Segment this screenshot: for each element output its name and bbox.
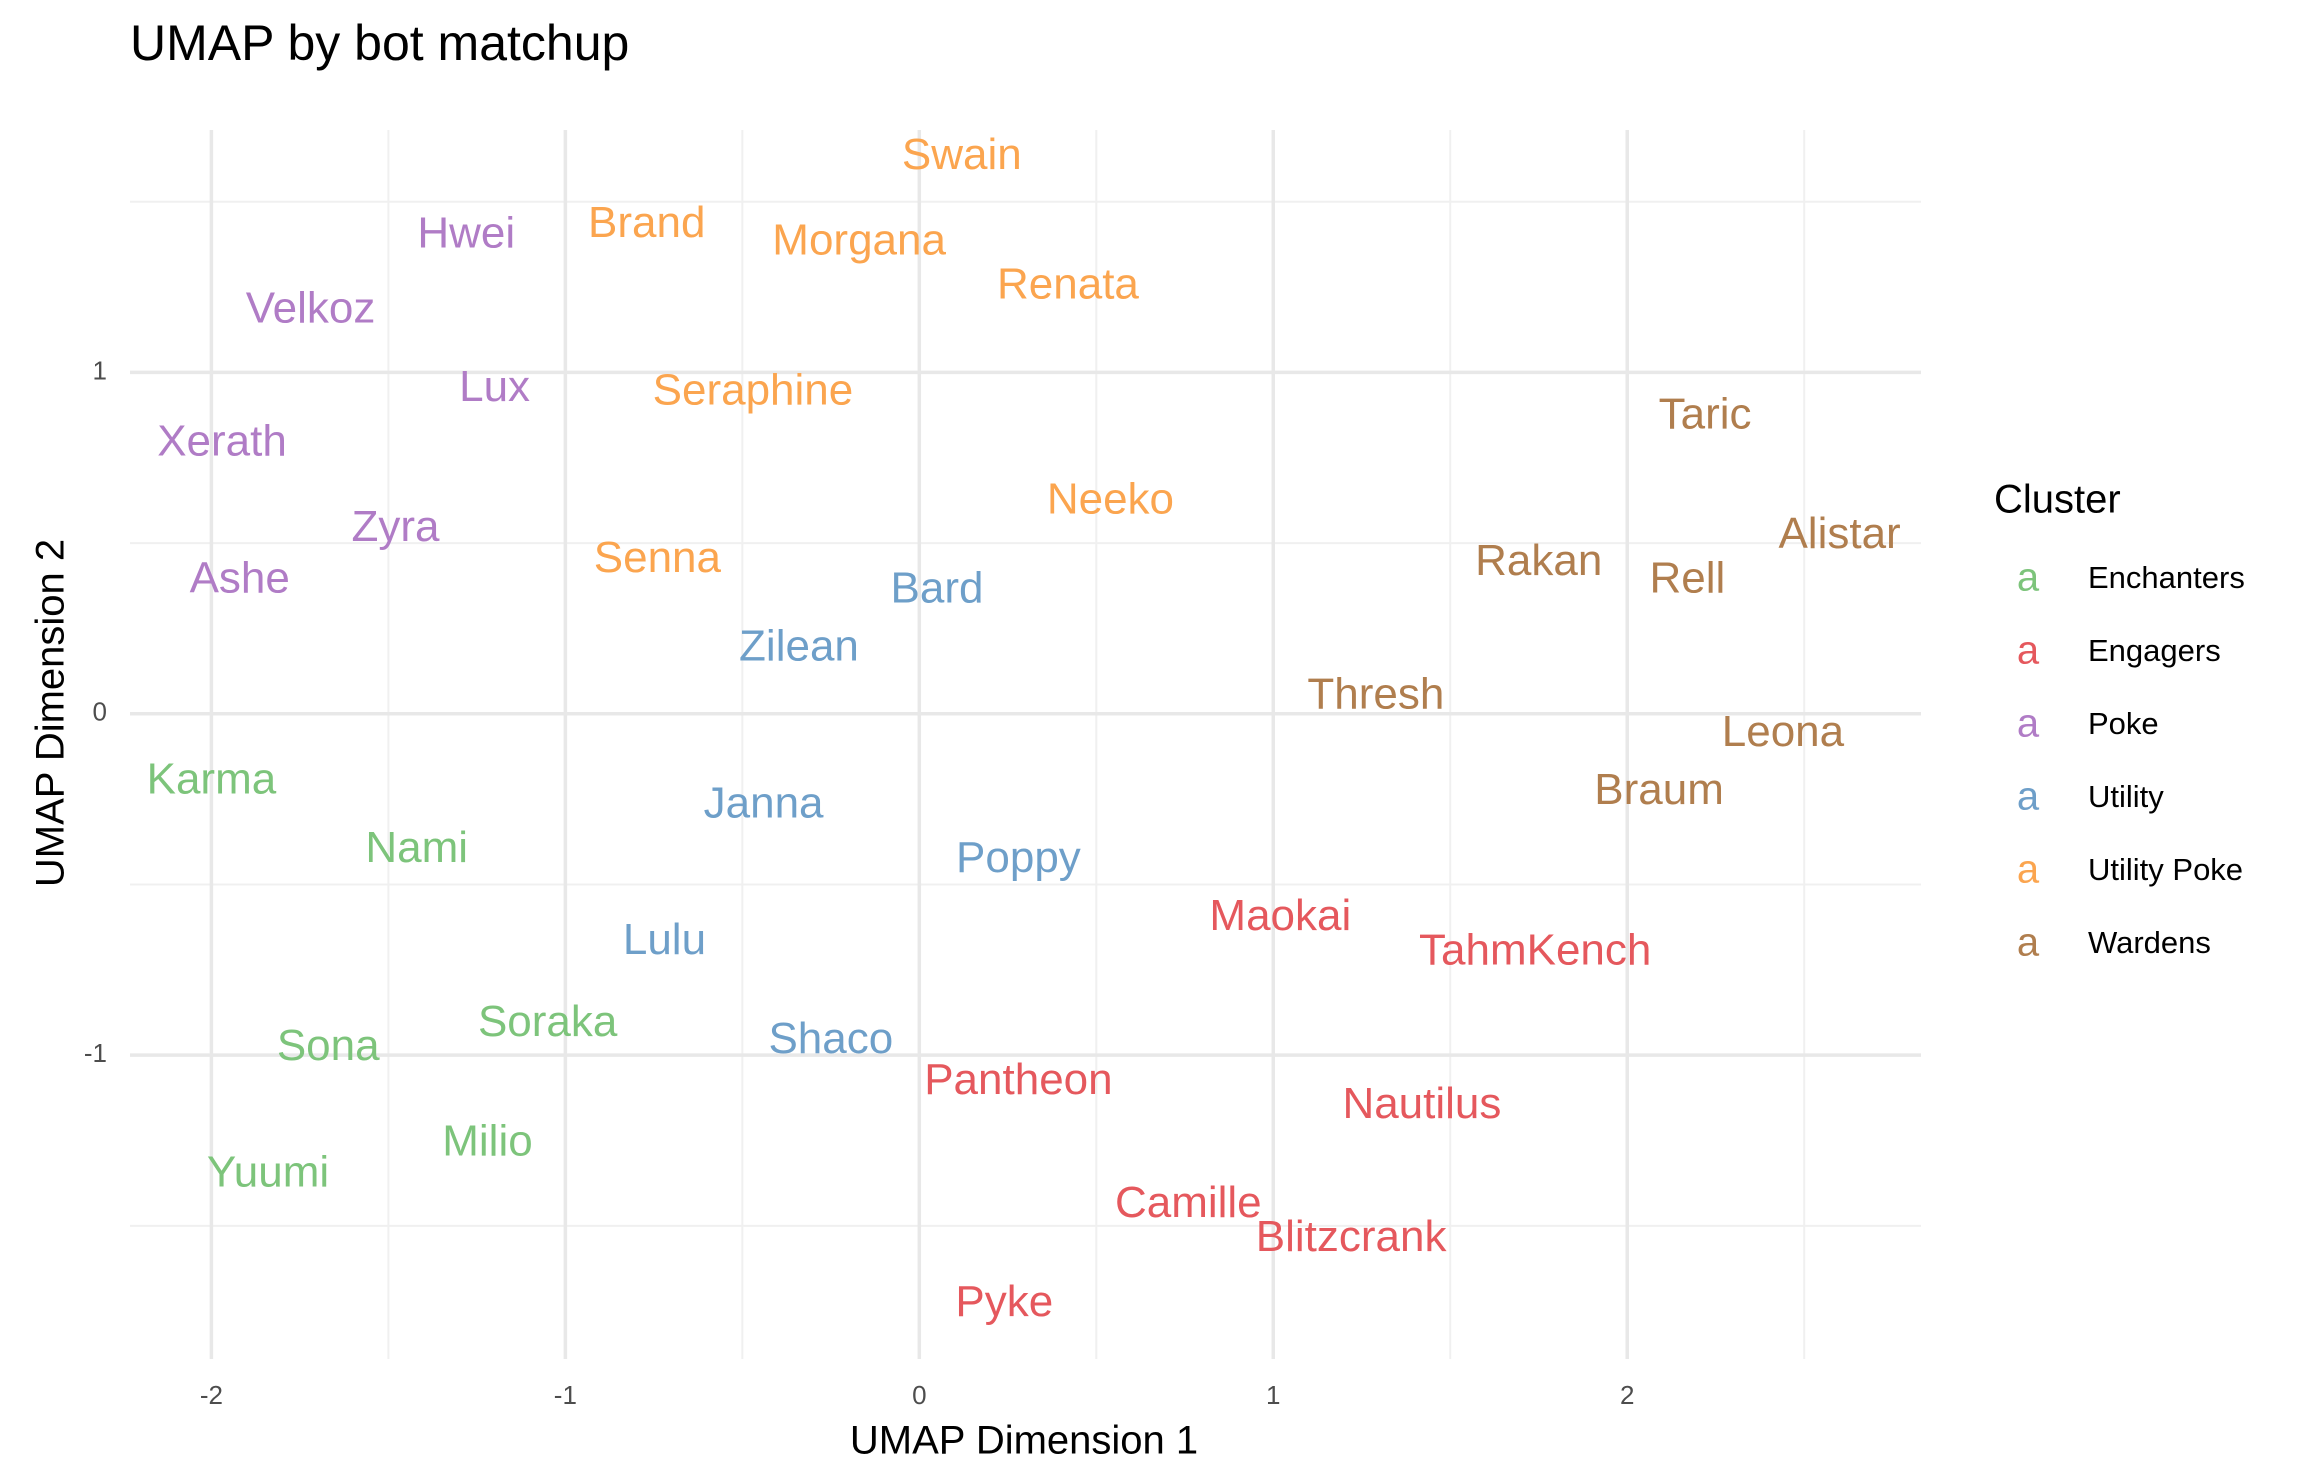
legend-key: a: [2017, 556, 2040, 600]
point-label: Brand: [588, 198, 705, 247]
x-tick-label: 0: [912, 1380, 926, 1410]
x-tick-label: -1: [554, 1380, 577, 1410]
point-label: Lux: [459, 362, 530, 411]
point-label: Pyke: [955, 1277, 1053, 1326]
point-label: Bard: [891, 564, 984, 613]
point-label: Braum: [1594, 765, 1724, 814]
point-label: Sona: [277, 1021, 380, 1070]
point-label: Senna: [594, 533, 722, 582]
point-label: Rell: [1649, 553, 1725, 602]
legend-label: Utility: [2088, 779, 2164, 814]
point-label: Xerath: [157, 417, 287, 466]
y-axis-title: UMAP Dimension 2: [29, 539, 73, 887]
point-label: Taric: [1659, 389, 1752, 438]
y-tick-label: 1: [93, 355, 107, 385]
legend-key: a: [2017, 775, 2040, 819]
legend-label: Utility Poke: [2088, 852, 2243, 887]
point-label: Swain: [902, 130, 1022, 179]
point-label: Velkoz: [246, 284, 376, 333]
point-label: Soraka: [478, 997, 618, 1046]
point-label: Neeko: [1047, 475, 1174, 524]
x-tick-label: 2: [1620, 1380, 1634, 1410]
point-label: Milio: [442, 1117, 532, 1166]
point-label: Hwei: [417, 208, 515, 257]
point-label: Lulu: [623, 915, 706, 964]
point-label: Camille: [1115, 1178, 1262, 1227]
legend-key: a: [2017, 848, 2040, 892]
point-label: Poppy: [956, 833, 1081, 882]
point-label: Renata: [997, 260, 1139, 309]
point-label: Zyra: [351, 502, 440, 551]
point-label: Alistar: [1778, 509, 1900, 558]
point-label: Karma: [147, 755, 277, 804]
point-label: Shaco: [768, 1014, 893, 1063]
point-label: Rakan: [1475, 536, 1602, 585]
point-label: Morgana: [772, 215, 946, 264]
y-tick-label: -1: [84, 1038, 107, 1068]
point-label: Leona: [1722, 707, 1845, 756]
point-label: TahmKench: [1419, 925, 1651, 974]
point-label: Zilean: [739, 622, 859, 671]
point-label: Nami: [365, 823, 468, 872]
legend-key: a: [2017, 629, 2040, 673]
legend-label: Poke: [2088, 706, 2159, 741]
legend-label: Engagers: [2088, 633, 2221, 668]
point-label: Thresh: [1307, 669, 1444, 718]
point-label: Blitzcrank: [1256, 1212, 1448, 1261]
point-label: Maokai: [1209, 891, 1351, 940]
chart-title: UMAP by bot matchup: [130, 15, 629, 71]
legend-title: Cluster: [1994, 478, 2121, 522]
point-label: Janna: [704, 779, 824, 828]
legend-label: Wardens: [2088, 925, 2211, 960]
legend-key: a: [2017, 702, 2040, 746]
y-tick-label: 0: [93, 697, 107, 727]
point-label: Nautilus: [1342, 1079, 1501, 1128]
x-axis-title: UMAP Dimension 1: [850, 1419, 1198, 1463]
point-label: Ashe: [190, 553, 290, 602]
point-label: Seraphine: [653, 365, 854, 414]
x-tick-label: 1: [1266, 1380, 1280, 1410]
point-label: Pantheon: [924, 1055, 1112, 1104]
x-tick-label: -2: [200, 1380, 223, 1410]
legend-label: Enchanters: [2088, 560, 2245, 595]
point-label: Yuumi: [207, 1147, 329, 1196]
legend-key: a: [2017, 921, 2040, 965]
